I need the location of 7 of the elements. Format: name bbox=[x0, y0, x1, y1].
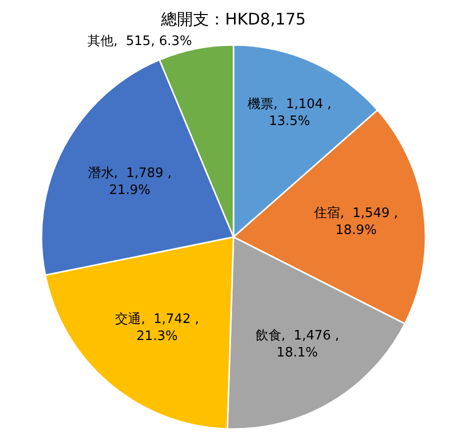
slice-label: 住宿, 1,549 , 18.9% bbox=[313, 204, 398, 238]
slice-label: 潛水, 1,789 , 21.9% bbox=[88, 166, 172, 198]
chart-title: 總開支：HKD8,175 bbox=[160, 10, 306, 29]
slice-label: 交通, 1,742 , 21.3% bbox=[115, 311, 199, 344]
slice-label: 飲食, 1,476 , 18.1% bbox=[255, 328, 340, 360]
slice-label: 其他, 515, 6.3% bbox=[87, 34, 192, 50]
slice-label: 機票, 1,104 , 13.5% bbox=[248, 97, 332, 129]
